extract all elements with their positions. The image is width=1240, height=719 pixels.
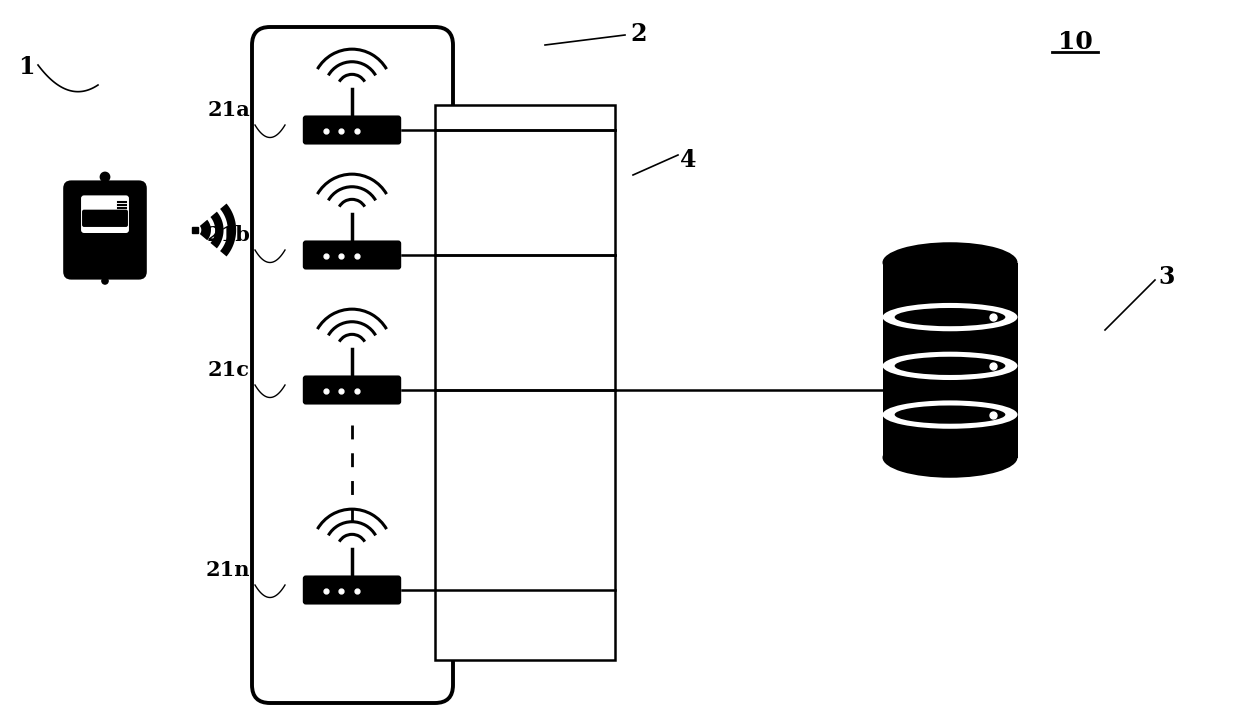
Text: 21a: 21a xyxy=(207,100,250,120)
Ellipse shape xyxy=(894,357,1006,375)
Ellipse shape xyxy=(883,400,1018,429)
Text: 3: 3 xyxy=(1158,265,1174,289)
FancyBboxPatch shape xyxy=(303,116,402,145)
Ellipse shape xyxy=(883,352,1018,380)
Polygon shape xyxy=(219,203,236,257)
Ellipse shape xyxy=(894,406,1006,423)
Polygon shape xyxy=(200,220,211,240)
Text: 10: 10 xyxy=(1058,30,1092,54)
FancyBboxPatch shape xyxy=(303,240,402,270)
FancyBboxPatch shape xyxy=(81,196,129,233)
Polygon shape xyxy=(211,211,223,248)
FancyBboxPatch shape xyxy=(63,180,146,280)
Polygon shape xyxy=(435,105,615,660)
FancyBboxPatch shape xyxy=(82,210,128,227)
Circle shape xyxy=(100,173,109,182)
Ellipse shape xyxy=(883,242,1018,283)
Ellipse shape xyxy=(883,303,1018,331)
FancyBboxPatch shape xyxy=(252,27,453,703)
Text: 2: 2 xyxy=(630,22,646,46)
Text: 21n: 21n xyxy=(206,560,250,580)
Text: 21b: 21b xyxy=(206,225,250,245)
FancyBboxPatch shape xyxy=(303,575,402,605)
Text: 4: 4 xyxy=(680,148,697,172)
FancyBboxPatch shape xyxy=(303,375,402,405)
Text: 21c: 21c xyxy=(208,360,250,380)
Text: 1: 1 xyxy=(19,55,35,79)
Circle shape xyxy=(102,278,108,284)
Ellipse shape xyxy=(883,437,1018,477)
Ellipse shape xyxy=(894,308,1006,326)
Polygon shape xyxy=(883,262,1018,457)
